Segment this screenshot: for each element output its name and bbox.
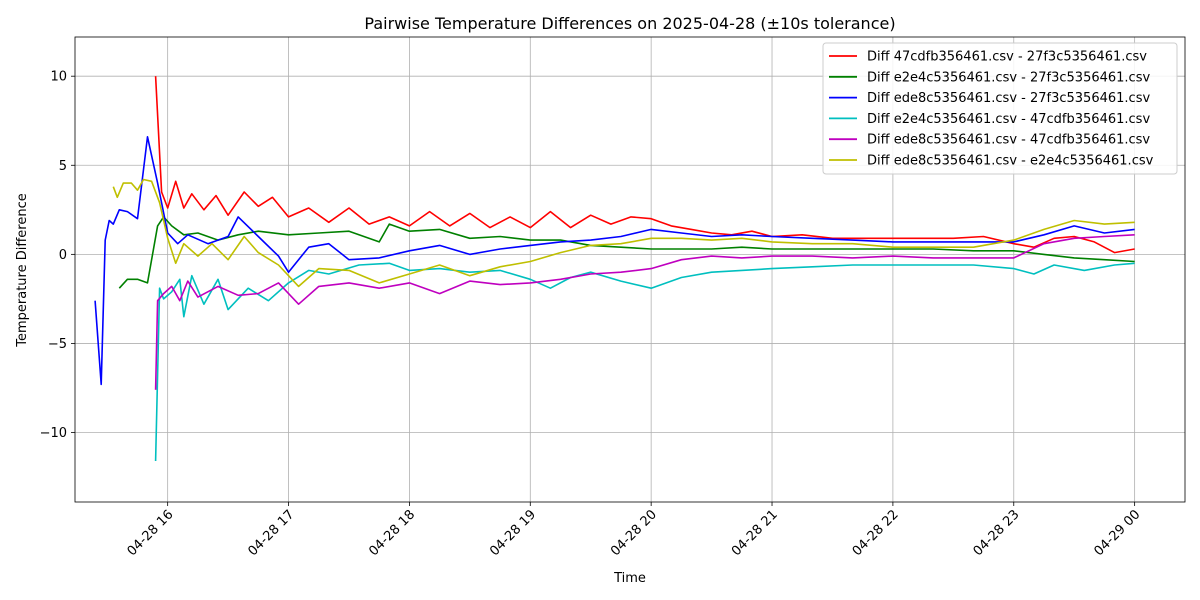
legend-box <box>822 42 1178 175</box>
plot-area-frame <box>74 36 1186 503</box>
legend-label: Diff e2e4c5356461.csv - 47cdfb356461.csv <box>867 112 1150 127</box>
series-line-6 <box>112 178 1135 288</box>
chart-title: Pairwise Temperature Differences on 2025… <box>364 14 895 33</box>
legend-label: Diff ede8c5356461.csv - e2e4c5356461.csv <box>867 154 1154 169</box>
y-tick-label: 10 <box>50 70 67 85</box>
series-layer <box>94 76 1135 462</box>
series-line-5 <box>154 234 1135 390</box>
legend: Diff 47cdfb356461.csv - 27f3c5356461.csv… <box>822 42 1178 175</box>
y-tick-label: 5 <box>59 159 67 174</box>
series-line-2 <box>118 216 1135 289</box>
series-line-3 <box>94 136 1135 386</box>
legend-label: Diff e2e4c5356461.csv - 27f3c5356461.csv <box>867 70 1150 85</box>
y-tick-label: 0 <box>59 248 67 263</box>
legend-label: Diff 47cdfb356461.csv - 27f3c5356461.csv <box>867 50 1147 65</box>
y-tick-label: −5 <box>48 337 67 352</box>
y-axis-label: Temperature Difference <box>15 193 30 348</box>
series-line-1 <box>154 76 1135 254</box>
legend-label: Diff ede8c5356461.csv - 27f3c5356461.csv <box>867 91 1150 106</box>
legend-label: Diff ede8c5356461.csv - 47cdfb356461.csv <box>867 133 1150 148</box>
x-axis-label: Time <box>613 571 646 586</box>
series-line-4 <box>154 262 1135 462</box>
y-tick-label: −10 <box>40 426 67 441</box>
